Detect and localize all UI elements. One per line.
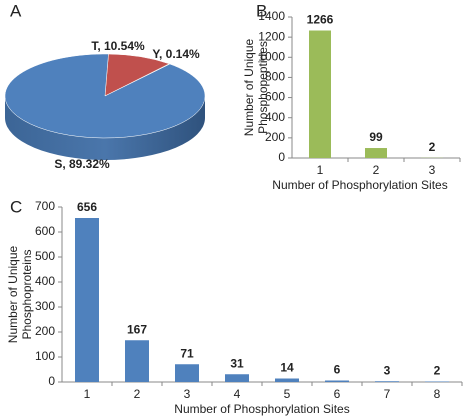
x-tick-label: 2 [134, 387, 141, 401]
data-label: 71 [180, 346, 194, 360]
x-tick-label: 3 [184, 387, 191, 401]
data-label: 1266 [307, 13, 334, 27]
x-tick-label: 7 [384, 387, 391, 401]
data-label: 99 [369, 130, 383, 144]
y-tick-label: 1200 [258, 29, 285, 43]
panel-label: B [256, 1, 267, 20]
x-tick-label: 3 [429, 163, 436, 177]
bar [125, 340, 149, 382]
bar [175, 364, 199, 382]
y-tick-label: 300 [35, 299, 55, 313]
data-label: 14 [280, 361, 294, 375]
y-tick-label: 1000 [258, 49, 285, 63]
slice-label: T, 10.54% [91, 39, 145, 53]
bar [75, 218, 99, 382]
bar [365, 148, 387, 158]
bar [325, 380, 349, 382]
y-tick-label: 0 [278, 150, 285, 164]
bar [275, 378, 299, 382]
x-tick-label: 4 [234, 387, 241, 401]
panel-label: A [10, 1, 22, 20]
y-tick-label: 800 [265, 70, 285, 84]
x-tick-label: 2 [373, 163, 380, 177]
x-tick-label: 1 [317, 163, 324, 177]
x-axis-title: Number of Phosphorylation Sites [174, 402, 349, 416]
y-axis-title: Number of Unique [242, 38, 256, 136]
bar [425, 381, 449, 382]
data-label: 6 [334, 363, 341, 377]
y-tick-label: 400 [265, 110, 285, 124]
y-axis-title: Phosphopeptides [256, 41, 270, 134]
bar [225, 374, 249, 382]
y-tick-label: 200 [265, 130, 285, 144]
data-label: 31 [230, 356, 244, 370]
y-tick-label: 700 [35, 199, 55, 213]
y-tick-label: 100 [35, 349, 55, 363]
slice-label: Y, 0.14% [152, 47, 200, 61]
y-tick-label: 500 [35, 249, 55, 263]
x-tick-label: 1 [84, 387, 91, 401]
y-tick-label: 0 [48, 374, 55, 388]
y-tick-label: 600 [35, 224, 55, 238]
y-tick-label: 1400 [258, 9, 285, 23]
x-tick-label: 5 [284, 387, 291, 401]
data-label: 3 [384, 363, 391, 377]
x-tick-label: 8 [434, 387, 441, 401]
panel-label: C [10, 197, 22, 216]
y-axis-title: Phosphoproteins [20, 249, 34, 339]
x-tick-label: 6 [334, 387, 341, 401]
bar [375, 381, 399, 382]
pie-side [5, 96, 205, 160]
data-label: 656 [77, 200, 97, 214]
y-tick-label: 600 [265, 90, 285, 104]
y-axis-title: Number of Unique [6, 245, 20, 343]
x-axis-title: Number of Phosphorylation Sites [272, 178, 447, 192]
data-label: 2 [434, 364, 441, 378]
y-tick-label: 400 [35, 274, 55, 288]
bar [309, 30, 331, 159]
data-label: 2 [429, 140, 436, 154]
y-tick-label: 200 [35, 324, 55, 338]
slice-label: S, 89.32% [54, 157, 110, 171]
data-label: 167 [127, 322, 147, 336]
pie-slice [4, 53, 206, 139]
